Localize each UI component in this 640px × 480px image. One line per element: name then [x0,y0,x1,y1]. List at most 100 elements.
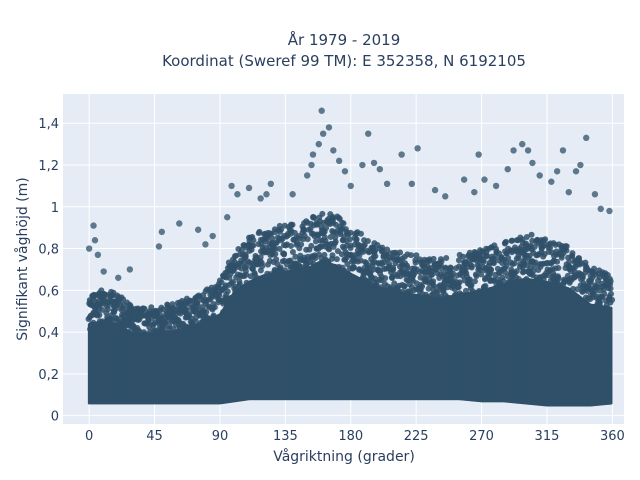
data-point [323,225,330,232]
data-point [365,262,372,269]
data-point [419,283,426,290]
data-point [391,280,398,287]
data-point [224,288,231,295]
data-point [576,255,583,262]
data-point [344,260,351,267]
data-point [243,263,250,270]
data-point [490,260,497,267]
data-point [218,279,225,286]
data-point [298,241,305,248]
data-point [554,258,561,265]
data-point [370,266,377,273]
data-point [138,312,145,319]
data-point [228,182,235,190]
data-point [325,124,333,131]
data-point [91,237,99,244]
data-point [377,270,384,277]
data-point [194,299,201,306]
data-point [475,151,482,158]
data-point [318,107,325,114]
y-tick-label: 0,6 [38,284,59,299]
data-point [319,210,326,217]
data-point [346,236,353,243]
data-point [466,276,473,283]
data-point [372,253,379,260]
data-point [311,214,318,221]
data-point [327,234,334,241]
x-axis-label: Vågriktning (grader) [273,448,415,465]
x-tick-label: 270 [469,429,494,444]
data-point [347,245,354,252]
data-point [155,243,163,250]
y-axis-ticks: 0 0,2 0,4 0,6 0,8 1 1,2 1,4 [38,117,59,424]
data-point [430,278,437,285]
data-point [278,237,285,244]
data-point [250,242,257,249]
data-point [604,272,611,279]
x-axis-ticks: 0 45 90 135 180 225 270 315 360 [85,429,625,444]
data-point [503,263,510,270]
data-point [291,229,298,236]
data-point [487,268,494,275]
data-point [347,182,354,190]
data-point [408,180,416,188]
x-tick-label: 180 [338,429,363,444]
data-point [289,191,296,198]
data-point [522,240,529,247]
data-point [404,262,411,269]
data-point [565,188,572,196]
data-point [273,256,280,263]
data-point [430,255,437,262]
data-point [591,191,599,198]
data-point [364,238,371,245]
data-point [398,151,405,158]
chart-title-line2: Koordinat (Sweref 99 TM): E 352358, N 61… [162,52,526,70]
data-point [597,205,604,213]
data-point [473,272,480,279]
data-point [357,230,364,237]
data-point [288,222,295,229]
data-point [468,262,475,269]
data-point [383,180,391,188]
data-point [412,257,419,264]
data-point [606,207,613,215]
data-point [257,254,264,261]
data-point [158,228,166,236]
data-point [264,234,271,241]
data-point [169,301,176,308]
data-point [100,268,107,275]
data-point [281,250,288,257]
data-point [308,242,315,249]
x-tick-label: 0 [85,429,93,444]
y-tick-label: 0,2 [38,368,59,383]
data-point [230,278,237,285]
data-point [287,243,294,250]
data-point [304,236,311,243]
data-point [251,269,258,276]
data-point [272,250,279,257]
x-tick-label: 45 [146,429,163,444]
data-point [309,151,317,158]
data-point [332,240,339,247]
data-point [468,282,475,289]
data-point [529,159,536,167]
data-point [85,245,93,252]
data-point [303,172,311,179]
x-tick-label: 315 [535,429,560,444]
data-point [315,140,322,148]
data-point [482,283,489,290]
data-point [554,273,561,280]
data-point [542,236,549,243]
data-point [276,228,283,235]
data-point [90,222,97,229]
y-tick-label: 1,2 [38,159,59,174]
data-point [140,305,147,312]
data-point [596,299,603,306]
x-tick-label: 360 [600,429,625,444]
chart-title-line1: År 1979 - 2019 [288,30,401,49]
data-point [267,180,275,188]
data-point [350,263,357,270]
data-point [329,214,336,221]
data-point [209,232,216,240]
y-tick-label: 0 [51,410,59,425]
